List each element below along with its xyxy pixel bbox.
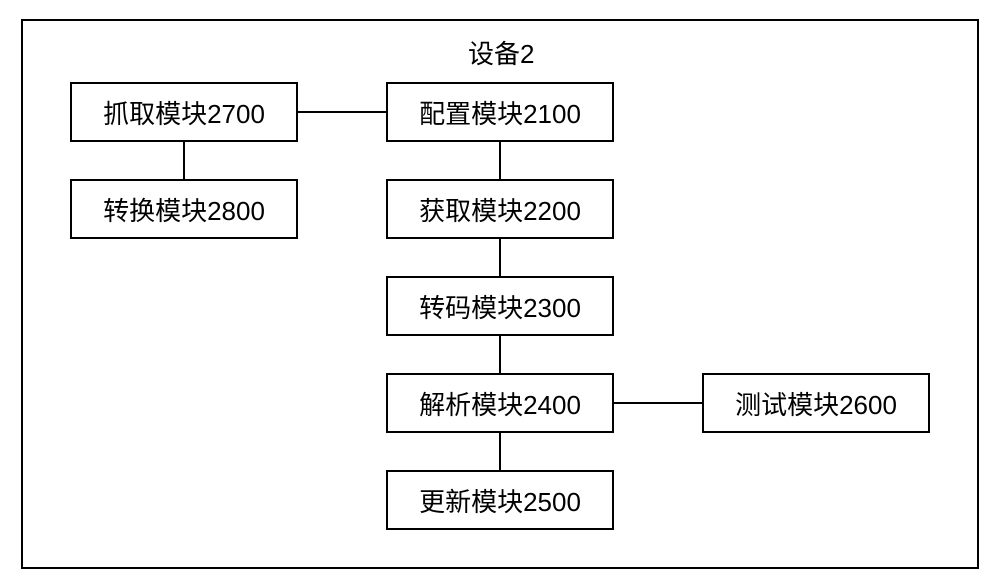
- node-label: 测试模块2600: [735, 385, 897, 422]
- node-n2600: 测试模块2600: [702, 373, 930, 433]
- node-n2200: 获取模块2200: [386, 179, 614, 239]
- node-n2800: 转换模块2800: [70, 179, 298, 239]
- node-label: 转换模块2800: [103, 191, 265, 228]
- node-label: 解析模块2400: [419, 385, 581, 422]
- edge-n2400-n2500: [499, 433, 501, 470]
- node-n2500: 更新模块2500: [386, 470, 614, 530]
- node-label: 转码模块2300: [419, 288, 581, 325]
- node-label: 更新模块2500: [419, 482, 581, 519]
- edge-n2700-n2800: [183, 142, 185, 179]
- node-n2400: 解析模块2400: [386, 373, 614, 433]
- edge-n2300-n2400: [499, 336, 501, 373]
- edge-n2400-n2600: [614, 402, 702, 404]
- edge-n2100-n2200: [499, 142, 501, 179]
- node-label: 获取模块2200: [419, 191, 581, 228]
- edge-n2200-n2300: [499, 239, 501, 276]
- node-label: 配置模块2100: [419, 94, 581, 131]
- node-label: 抓取模块2700: [103, 94, 265, 131]
- node-n2100: 配置模块2100: [386, 82, 614, 142]
- edge-n2700-n2100: [298, 111, 386, 113]
- diagram-title: 设备2: [468, 34, 534, 71]
- node-n2300: 转码模块2300: [386, 276, 614, 336]
- node-n2700: 抓取模块2700: [70, 82, 298, 142]
